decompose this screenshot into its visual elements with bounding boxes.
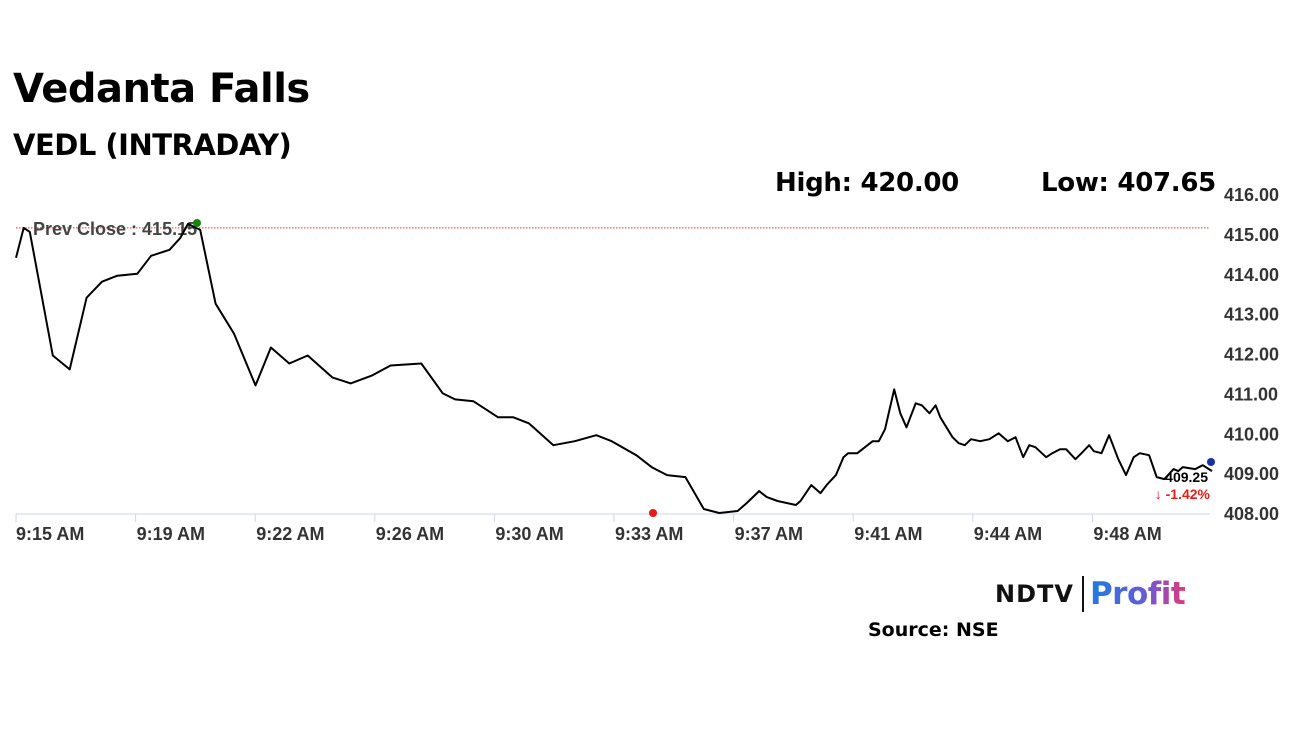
change-percent-label: ↓ -1.42% [1155, 486, 1211, 502]
y-axis-tick-label: 409.00 [1224, 464, 1279, 484]
x-axis-tick-label: 9:37 AM [735, 524, 803, 544]
y-axis-tick-label: 414.00 [1224, 265, 1279, 285]
prev-close-label: Prev Close : 415.15 [33, 219, 197, 239]
x-axis-tick-label: 9:30 AM [495, 524, 563, 544]
x-axis-tick-label: 9:22 AM [256, 524, 324, 544]
down-arrow-icon: ↓ [1155, 486, 1166, 502]
day-low-marker [649, 509, 657, 517]
y-axis-tick-label: 412.00 [1224, 345, 1279, 365]
change-percent-value: -1.42% [1166, 486, 1211, 502]
last-price-marker [1207, 458, 1215, 466]
day-low-label: Low: 407.65 [1041, 168, 1216, 198]
x-axis-tick-label: 9:41 AM [854, 524, 922, 544]
last-price-label: 409.25 [1165, 469, 1208, 485]
y-axis-tick-label: 413.00 [1224, 305, 1279, 325]
chart-title: Vedanta Falls [13, 66, 310, 112]
y-axis-tick-label: 408.00 [1224, 504, 1279, 524]
x-axis-tick-label: 9:44 AM [974, 524, 1042, 544]
y-axis-tick-label: 410.00 [1224, 424, 1279, 444]
logo-divider [1081, 576, 1084, 612]
logo-brand: NDTV [995, 580, 1074, 608]
day-high-label: High: 420.00 [775, 168, 959, 198]
x-axis-tick-label: 9:19 AM [137, 524, 205, 544]
x-axis-tick-label: 9:26 AM [376, 524, 444, 544]
x-axis-tick-label: 9:15 AM [16, 524, 84, 544]
day-high-marker [193, 219, 201, 227]
source-note: Source: NSE [868, 619, 999, 641]
x-axis-tick-label: 9:33 AM [615, 524, 683, 544]
chart-subtitle: VEDL (INTRADAY) [13, 128, 292, 162]
y-axis-tick-label: 415.00 [1224, 225, 1279, 245]
y-axis-tick-label: 416.00 [1224, 185, 1279, 205]
ndtv-profit-logo: NDTV Profit [995, 574, 1186, 614]
price-series-line [15, 222, 1213, 514]
y-axis-tick-label: 411.00 [1224, 384, 1278, 404]
logo-product: Profit [1089, 576, 1186, 612]
x-axis-tick-label: 9:48 AM [1093, 524, 1161, 544]
